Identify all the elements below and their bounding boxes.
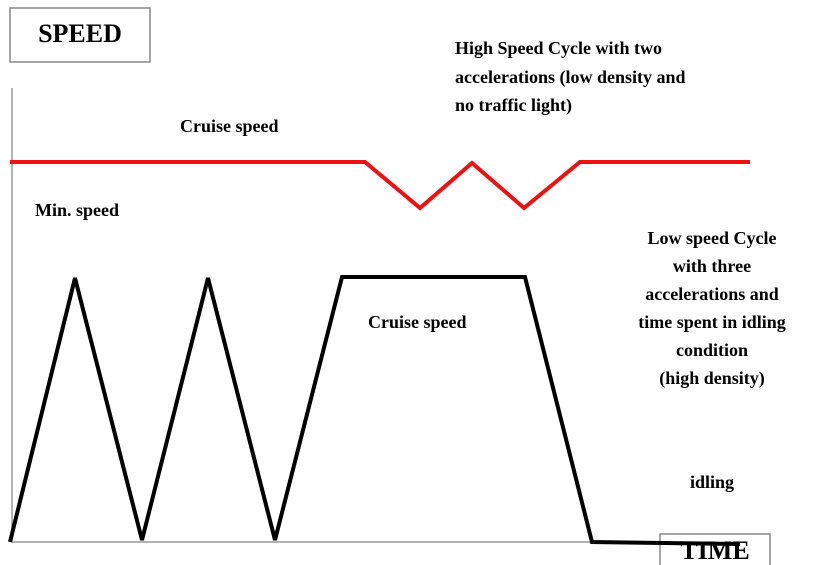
idling-label: idling	[690, 472, 734, 492]
high-speed-curve	[10, 160, 750, 211]
low-cycle-text: (high density)	[659, 368, 765, 389]
y-label: SPEED	[38, 19, 122, 48]
min-label: Min. speed	[35, 200, 119, 220]
cruise-label: Cruise speed	[368, 312, 467, 332]
low-cycle-text: time spent in idling	[638, 312, 786, 332]
high-cycle-text: High Speed Cycle with two	[455, 38, 662, 58]
x-label: TIME	[680, 536, 749, 565]
low-cycle-text: condition	[676, 340, 748, 360]
low-speed-curve	[8, 275, 741, 546]
x-label-box	[659, 533, 771, 565]
cruise-label: Cruise speed	[180, 116, 279, 136]
high-cycle-text: accelerations (low density and	[455, 67, 685, 88]
high-cycle-text: no traffic light)	[455, 95, 572, 116]
y-label-box	[9, 7, 151, 63]
low-cycle-text: accelerations and	[645, 284, 778, 304]
low-cycle-text: with three	[673, 256, 751, 276]
low-cycle-text: Low speed Cycle	[648, 228, 777, 248]
